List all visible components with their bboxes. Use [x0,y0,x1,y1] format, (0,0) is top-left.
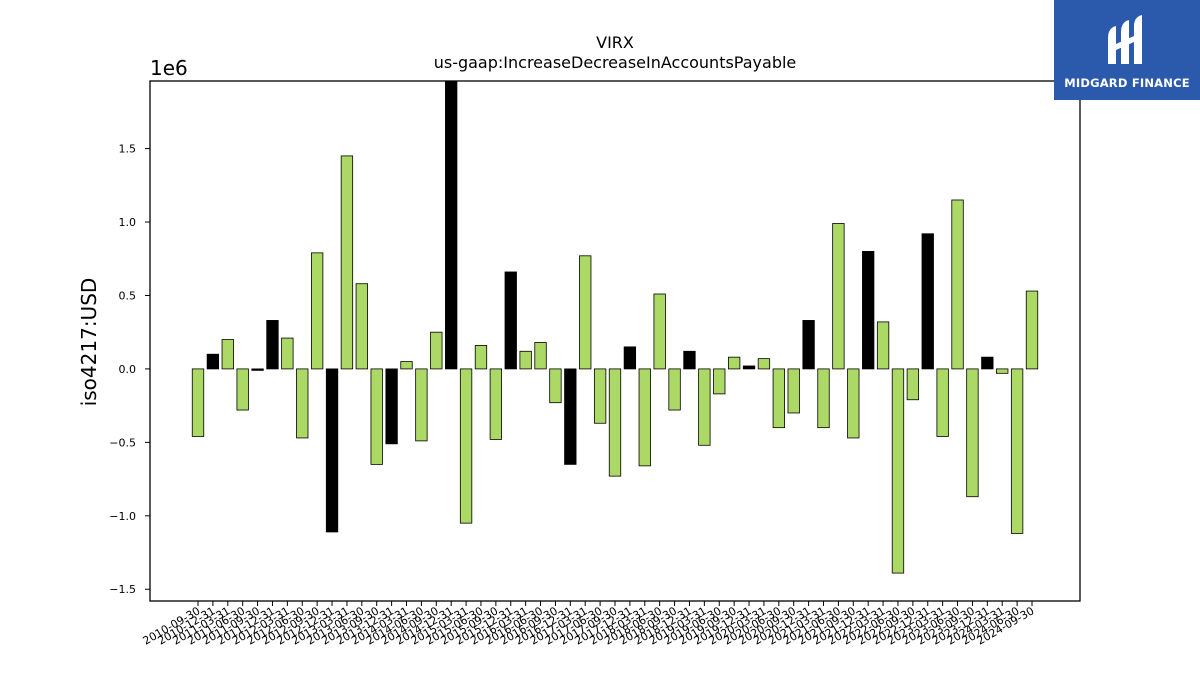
bar-2012-03-31 [281,337,294,370]
bar-2018-09-30 [668,368,681,411]
y-axis-ticks: −1.5 −1.0 −0.5 0.0 0.5 1.0 1.5 [109,143,150,596]
bar-2017-03-31 [579,255,592,370]
bar-2015-12-31 [504,271,517,370]
bar-2011-12-31 [266,320,279,370]
bar-2016-06-30 [534,342,547,370]
y-tick-label: 0.0 [119,363,137,376]
bar-2022-03-31 [876,321,890,370]
bar-2013-06-30 [355,283,368,370]
x-axis-ticks: 2010-09-302010-12-312011-03-312011-06-30… [141,601,1037,648]
bar-2010-09-30 [191,368,205,437]
brand-logo: MIDGARD FINANCE [1054,0,1200,100]
bar-2024-09-30 [1025,290,1039,370]
bar-2017-09-30 [608,368,622,477]
bar-2014-12-31 [445,80,458,370]
bar-2021-12-31 [862,250,875,370]
bar-2021-03-31 [817,368,830,429]
y-axis-label: iso4217:USD [77,278,101,407]
bar-2016-09-30 [549,368,562,404]
bar-2018-03-31 [638,368,651,467]
bar-2018-06-30 [653,293,666,370]
bar-2011-09-30 [251,368,264,371]
y-tick-label: 1.0 [119,216,137,229]
y-tick-label: 1.5 [119,143,137,156]
bar-2014-09-30 [430,331,443,370]
bar-2020-03-31 [757,358,771,370]
bar-2019-09-30 [727,356,741,370]
bar-2012-09-30 [310,252,324,370]
bar-2016-12-31 [564,368,577,465]
bar-2015-06-30 [474,345,488,370]
bar-2023-12-31 [981,356,994,370]
bar-2013-09-30 [370,368,383,465]
brand-name: MIDGARD FINANCE [1064,76,1190,90]
bar-2021-06-30 [832,223,845,370]
bar-2022-06-30 [891,368,905,574]
bar-2024-06-30 [1010,368,1024,534]
bar-2018-12-31 [683,350,696,370]
bar-2015-03-31 [459,368,473,524]
bar-2023-06-30 [951,199,964,370]
chart-subtitle: us-gaap:IncreaseDecreaseInAccountsPayabl… [434,53,797,72]
bar-2019-12-31 [742,365,756,370]
bar-2024-03-31 [996,368,1009,374]
bar-2019-06-30 [713,368,726,395]
y-tick-label: −1.5 [109,583,136,596]
bar-2016-03-31 [519,350,532,370]
bar-2020-06-30 [772,368,785,429]
bar-2017-12-31 [623,346,637,370]
bar-2020-09-30 [787,368,800,414]
y-scale-label: 1e6 [150,56,188,80]
plot-frame [149,80,1081,602]
bar-2011-06-30 [236,368,249,411]
bar-2011-03-31 [221,339,234,370]
bar-2014-03-31 [400,361,413,370]
midgard-logo-icon [1108,15,1142,64]
bar-2022-12-31 [921,233,934,370]
chart-title: VIRX [596,33,634,52]
bar-2012-06-30 [296,368,309,439]
bar-2014-06-30 [415,368,428,442]
bar-2019-03-31 [698,368,711,446]
bar-2020-12-31 [802,320,815,370]
bar-2013-12-31 [385,368,398,445]
bar-2012-12-31 [325,368,339,533]
bar-2013-03-31 [340,155,354,370]
bar-2023-03-31 [936,368,949,437]
bar-2023-09-30 [966,368,979,498]
bar-2015-09-30 [489,368,503,440]
bar-2017-06-30 [593,368,607,424]
bar-series [191,80,1039,574]
bar-2010-12-31 [206,353,220,370]
y-tick-label: 0.5 [119,289,137,302]
bar-2022-09-30 [906,368,920,401]
bar-2021-09-30 [847,368,860,439]
y-tick-label: −0.5 [109,436,136,449]
y-tick-label: −1.0 [109,510,136,523]
